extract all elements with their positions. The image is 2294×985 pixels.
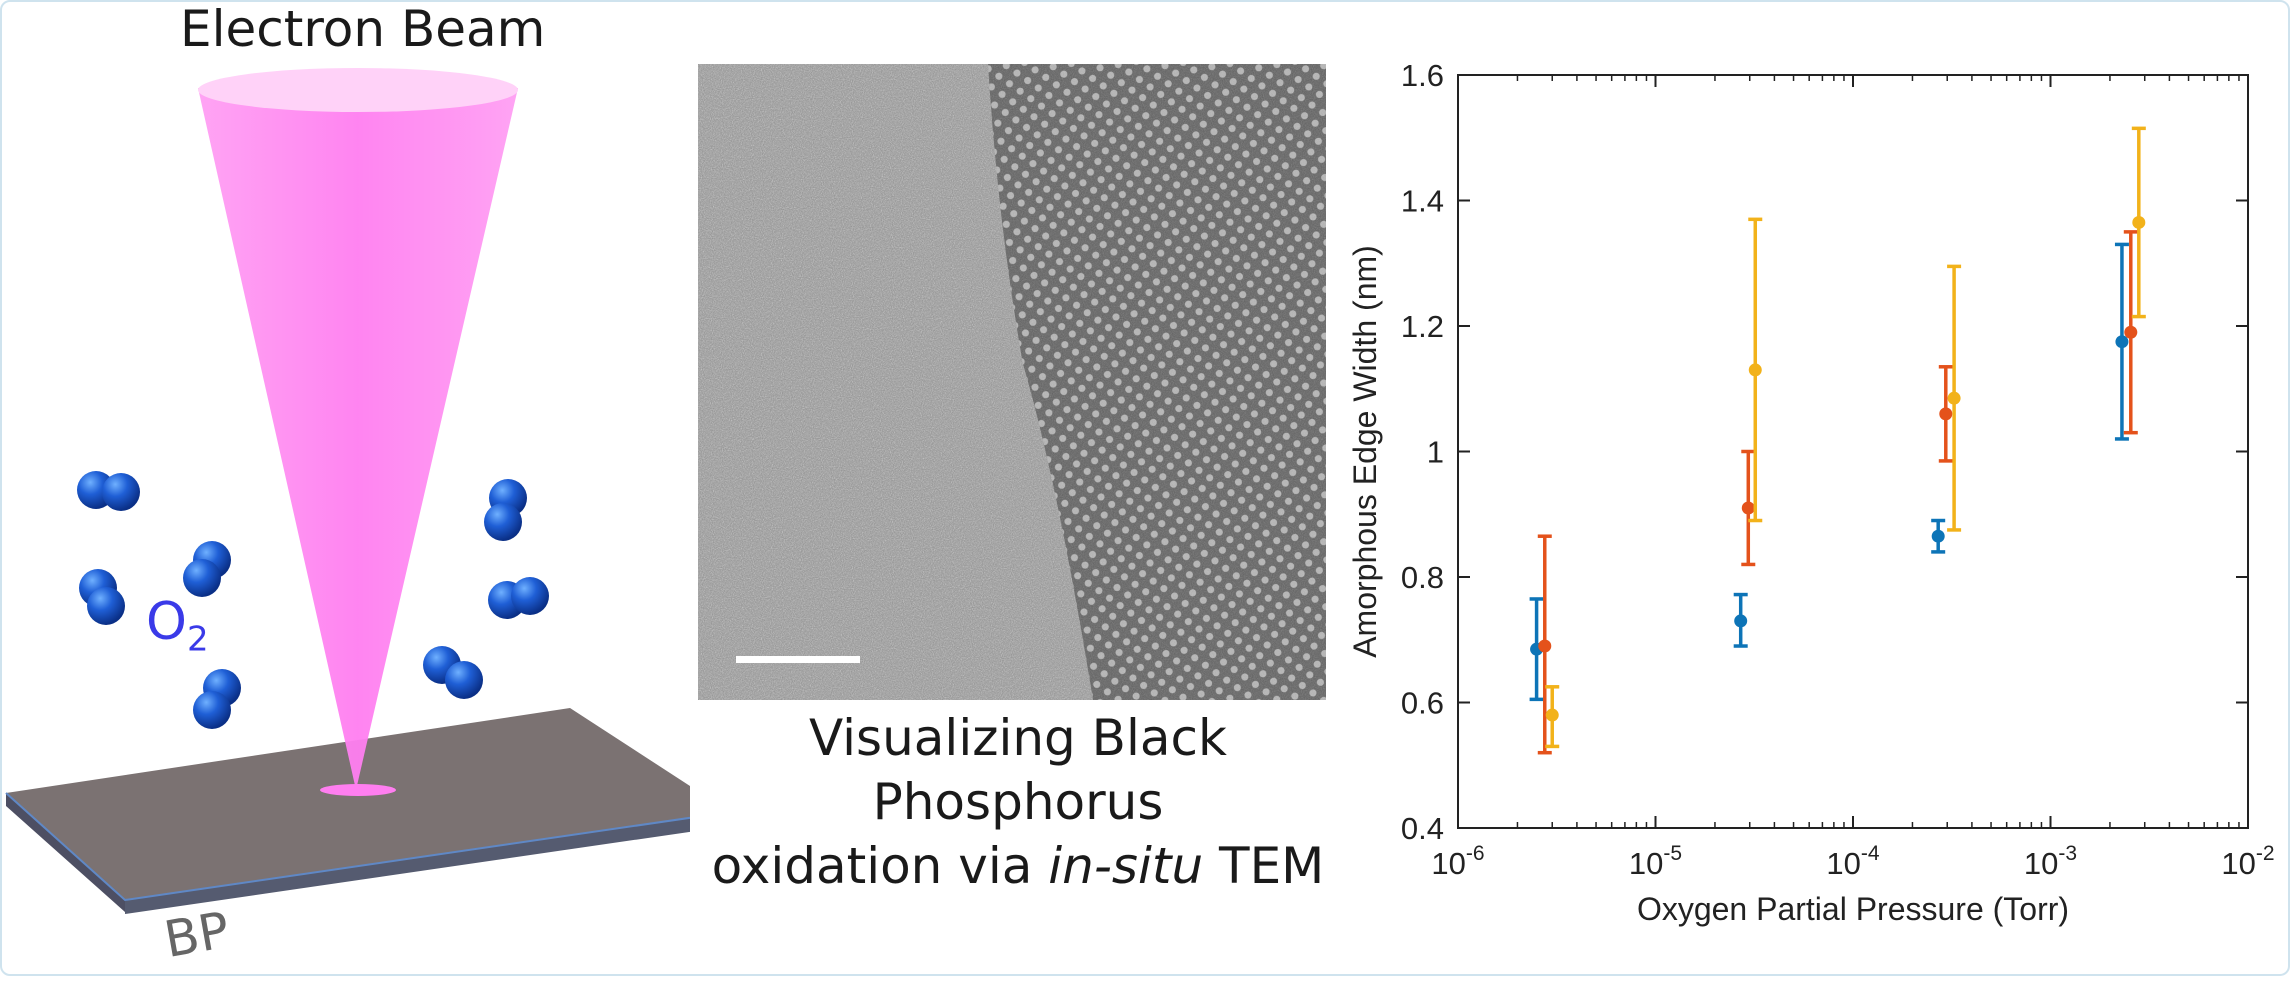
plot-area-box (1457, 74, 2249, 829)
substrate-slab (6, 708, 690, 900)
caption-line-3: oxidation via in-situ TEM (711, 837, 1325, 895)
series-3-point (1748, 363, 1762, 377)
series-1-point (2115, 335, 2129, 349)
scale-bar (736, 656, 860, 663)
oxygen-molecules (77, 471, 549, 729)
series-3-point (1545, 708, 1559, 722)
x-axis-label: Oxygen Partial Pressure (Torr) (1637, 891, 2069, 927)
substrate-edge (6, 793, 125, 912)
substrate-side (125, 817, 690, 914)
electron-beam-label: Electron Beam (180, 0, 546, 58)
caption-line-2: Phosphorus (872, 773, 1164, 831)
y-tick-label: 1.4 (1401, 184, 1444, 219)
schematic-panel: Electron Beam (0, 0, 690, 980)
y-tick-label: 1.2 (1401, 309, 1444, 344)
x-tick-label: 10-2 (2221, 842, 2274, 881)
tem-texture (698, 64, 1326, 700)
y-tick-label: 0.8 (1401, 560, 1444, 595)
tem-caption: Visualizing Black Phosphorus oxidation v… (690, 706, 1346, 898)
series-2-point (1741, 501, 1755, 515)
x-tick-label: 10-5 (1629, 842, 1682, 881)
beam-spot (320, 784, 396, 796)
y-tick-label: 0.4 (1401, 811, 1444, 846)
y-tick-label: 0.6 (1401, 686, 1444, 721)
series-1-point (1734, 614, 1748, 628)
series-1-point (1931, 529, 1945, 543)
series-2-point (1538, 639, 1552, 653)
oxygen-label: O2 (146, 592, 209, 660)
chart-panel: 0.4 0.6 0.8 1 1.2 1.4 1.6 10-6 10-5 10-4 10-3 10-2 O… (1340, 0, 2294, 980)
electron-beam-cone (198, 88, 518, 790)
x-tick-label: 10-6 (1431, 842, 1484, 881)
beam-aperture (198, 68, 518, 112)
y-tick-label: 1 (1427, 435, 1444, 470)
caption-line-1: Visualizing Black (809, 709, 1227, 767)
tem-panel: Visualizing Black Phosphorus oxidation v… (690, 0, 1350, 980)
schematic-illustration (5, 68, 690, 914)
y-tick-label: 1.6 (1401, 58, 1444, 93)
edge-width-chart: 0.4 0.6 0.8 1 1.2 1.4 1.6 10-6 10-5 10-4 10-3 10-2 O… (1347, 58, 2275, 927)
series-3-point (1947, 391, 1961, 405)
series-2-point (1939, 407, 1953, 421)
tem-micrograph (698, 64, 1326, 700)
x-tick-label: 10-4 (1826, 842, 1879, 881)
substrate-label: BP (160, 900, 234, 970)
y-axis-label: Amorphous Edge Width (nm) (1347, 245, 1383, 658)
series-2-point (2124, 325, 2138, 339)
x-tick-label: 10-3 (2024, 842, 2077, 881)
series-3-point (2132, 215, 2146, 229)
